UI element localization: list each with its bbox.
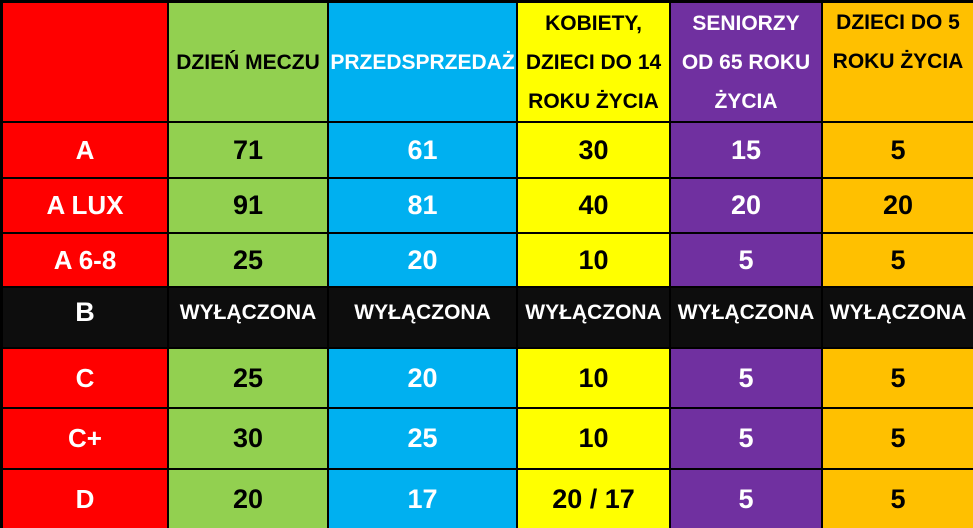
column-header-label: DZIECI DO 5 xyxy=(836,11,960,34)
price-cell: 25 xyxy=(329,409,516,468)
price-cell: 20 xyxy=(329,349,516,407)
column-header-label: OD 65 ROKU xyxy=(681,50,811,74)
price-cell: 20 xyxy=(169,470,327,528)
price-cell: 5 xyxy=(671,409,821,468)
price-cell: 91 xyxy=(169,179,327,232)
column-header-label: KOBIETY, xyxy=(545,11,642,35)
row-header-a-6-8: A 6-8 xyxy=(3,234,167,286)
row-header-a: A xyxy=(3,123,167,177)
price-cell: 61 xyxy=(329,123,516,177)
price-cell: 5 xyxy=(823,470,973,528)
price-cell: 25 xyxy=(169,349,327,407)
price-cell: 10 xyxy=(518,409,669,468)
price-cell: 5 xyxy=(823,349,973,407)
price-cell: 30 xyxy=(518,123,669,177)
disabled-cell: WYŁĄCZONA xyxy=(671,288,821,347)
price-cell: 25 xyxy=(169,234,327,286)
column-header-label: PRZEDSPRZEDAŻ xyxy=(330,50,515,74)
price-cell: 30 xyxy=(169,409,327,468)
column-header-label: ŻYCIA xyxy=(714,89,778,113)
column-header-presale: PRZEDSPRZEDAŻ xyxy=(329,3,516,121)
row-header-b: B xyxy=(3,288,167,347)
column-header-women-children-14: KOBIETY, DZIECI DO 14 ROKU ŻYCIA xyxy=(518,3,669,121)
column-header-matchday: DZIEŃ MECZU xyxy=(169,3,327,121)
disabled-cell: WYŁĄCZONA xyxy=(518,288,669,347)
disabled-cell: WYŁĄCZONA xyxy=(169,288,327,347)
price-cell: 5 xyxy=(671,349,821,407)
column-header-label: ROKU ŻYCIA xyxy=(528,89,659,113)
price-cell: 20 xyxy=(823,179,973,232)
row-header-c-plus: C+ xyxy=(3,409,167,468)
column-header-seniors-65: SENIORZY OD 65 ROKU ŻYCIA xyxy=(671,3,821,121)
price-cell: 5 xyxy=(823,409,973,468)
corner-cell xyxy=(3,3,167,121)
row-header-d: D xyxy=(3,470,167,528)
price-cell: 5 xyxy=(823,123,973,177)
column-header-label: DZIEŃ MECZU xyxy=(176,50,320,74)
price-cell: 20 / 17 xyxy=(518,470,669,528)
price-cell: 40 xyxy=(518,179,669,232)
price-cell: 5 xyxy=(823,234,973,286)
price-cell: 5 xyxy=(671,234,821,286)
price-cell: 10 xyxy=(518,234,669,286)
column-header-children-5: DZIECI DO 5 ROKU ŻYCIA xyxy=(823,3,973,121)
price-cell: 20 xyxy=(329,234,516,286)
price-cell: 17 xyxy=(329,470,516,528)
price-cell: 15 xyxy=(671,123,821,177)
disabled-cell: WYŁĄCZONA xyxy=(823,288,973,347)
row-header-c: C xyxy=(3,349,167,407)
price-cell: 81 xyxy=(329,179,516,232)
price-cell: 20 xyxy=(671,179,821,232)
disabled-cell: WYŁĄCZONA xyxy=(329,288,516,347)
column-header-label: ROKU ŻYCIA xyxy=(832,50,964,73)
price-cell: 5 xyxy=(671,470,821,528)
column-header-label: SENIORZY xyxy=(692,11,800,35)
price-cell: 10 xyxy=(518,349,669,407)
column-header-label: DZIECI DO 14 xyxy=(525,50,662,74)
price-cell: 71 xyxy=(169,123,327,177)
row-header-a-lux: A LUX xyxy=(3,179,167,232)
